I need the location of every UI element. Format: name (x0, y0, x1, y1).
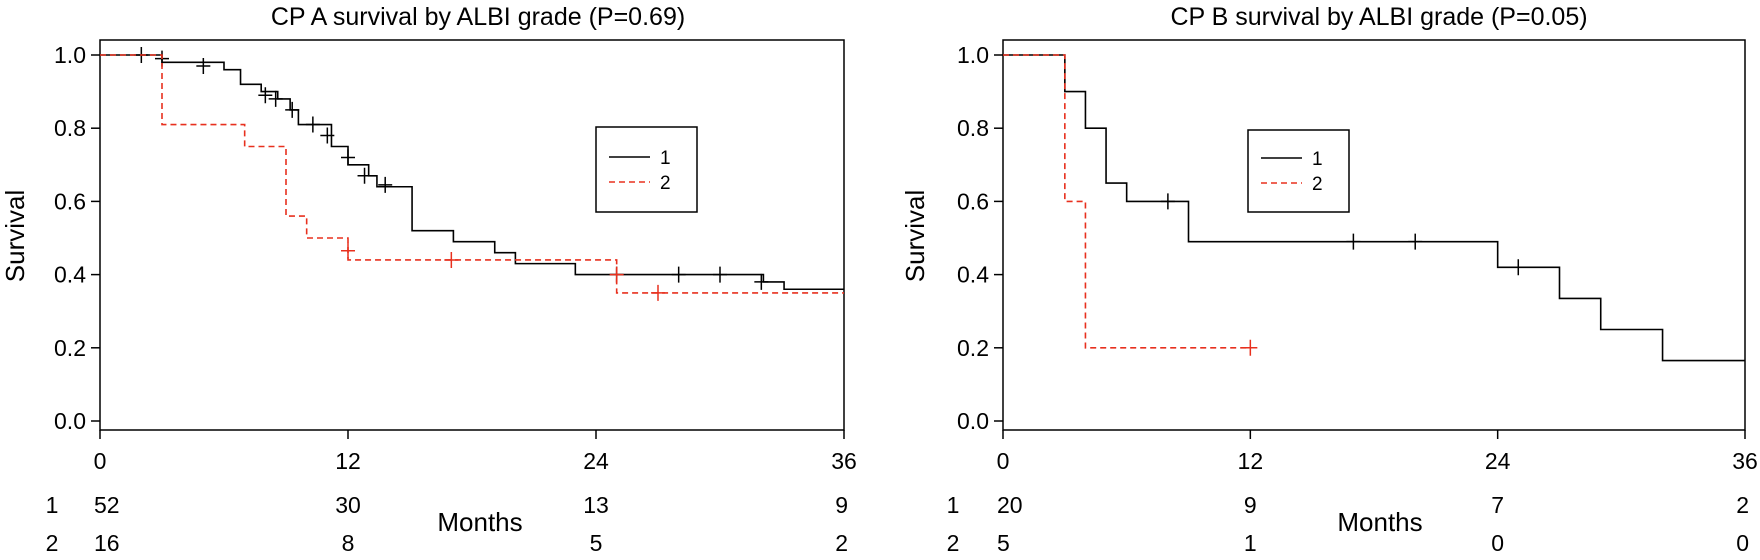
plot-frame (1002, 39, 1746, 431)
y-tick-label: 1.0 (54, 42, 86, 68)
series-layer (100, 47, 844, 301)
y-axis-label: Survival (0, 190, 30, 282)
x-axis: 0 12 24 36 (997, 430, 1758, 474)
censor-mark-1 (341, 149, 355, 166)
legend: 1 2 (1247, 129, 1350, 213)
x-tick-label: 36 (1732, 448, 1758, 474)
y-tick-label: 0.6 (54, 188, 86, 214)
chart-title: CP A survival by ALBI grade (P=0.69) (271, 3, 685, 31)
y-tick-label: 0.8 (957, 115, 989, 141)
censor-mark-2 (444, 251, 459, 268)
censor-mark-2 (609, 266, 624, 283)
y-tick-label: 0.2 (957, 335, 989, 361)
risk-count: 20 (997, 492, 1023, 518)
y-tick-label: 0.4 (54, 262, 86, 288)
risk-count: 9 (1244, 492, 1257, 518)
censor-mark-1 (1408, 233, 1423, 250)
survival-curve-2 (1003, 54, 1251, 349)
censor-mark-1 (378, 176, 393, 193)
censor-mark-2 (651, 284, 665, 301)
legend-label-2: 2 (660, 173, 671, 194)
x-tick-label: 12 (335, 448, 361, 474)
series-layer (1003, 54, 1745, 362)
x-tick-label: 0 (94, 448, 107, 474)
censor-mark-1 (713, 266, 727, 283)
chart-title: CP B survival by ALBI grade (P=0.05) (1170, 3, 1587, 31)
risk-count: 0 (1491, 530, 1504, 556)
censor-mark-1 (285, 101, 300, 118)
risk-count: 0 (1736, 530, 1749, 556)
legend-frame (595, 126, 698, 213)
censor-mark-1 (320, 127, 335, 144)
censor-mark-1 (671, 266, 686, 283)
plot-frame (99, 39, 845, 431)
risk-group-label: 1 (947, 492, 960, 518)
y-tick-label: 0.8 (54, 115, 86, 141)
censor-mark-1 (1346, 233, 1361, 250)
x-tick-label: 36 (831, 448, 857, 474)
legend-label-1: 1 (660, 148, 671, 169)
x-axis: 0 12 24 36 (94, 430, 857, 474)
risk-table: 1 52 30 13 92 16 8 5 2 (46, 492, 848, 556)
survival-curve-1 (1003, 54, 1745, 362)
risk-count: 30 (335, 492, 361, 518)
censor-mark-1 (1160, 193, 1175, 210)
censor-mark-1 (196, 57, 211, 74)
legend-label-2: 2 (1312, 174, 1323, 195)
y-tick-label: 0.0 (957, 408, 989, 434)
risk-count: 16 (94, 530, 120, 556)
risk-count: 8 (342, 530, 355, 556)
censor-mark-1 (268, 90, 283, 107)
risk-count: 2 (835, 530, 848, 556)
survival-curve-2 (100, 54, 844, 294)
censor-mark-2 (1243, 339, 1258, 356)
legend-label-1: 1 (1312, 149, 1323, 170)
censor-mark-1 (1511, 259, 1526, 276)
censor-mark-2 (341, 242, 355, 259)
risk-count: 2 (1736, 492, 1749, 518)
y-tick-label: 1.0 (957, 42, 989, 68)
y-tick-label: 0.2 (54, 335, 86, 361)
risk-group-label: 2 (947, 530, 960, 556)
risk-count: 9 (835, 492, 848, 518)
censor-mark-1 (258, 87, 273, 104)
risk-group-label: 2 (46, 530, 59, 556)
legend-frame (1247, 129, 1350, 213)
risk-count: 5 (997, 530, 1010, 556)
x-tick-label: 24 (1485, 448, 1511, 474)
risk-count: 5 (590, 530, 603, 556)
risk-table: 1 20 9 7 2 2 5 1 0 0 (947, 492, 1749, 556)
panel-cp-a: CP A survival by ALBI grade (P=0.69) Sur… (0, 3, 857, 556)
y-tick-label: 0.6 (957, 188, 989, 214)
x-tick-label: 0 (997, 448, 1010, 474)
y-tick-label: 0.4 (957, 262, 989, 288)
x-tick-label: 24 (583, 448, 609, 474)
x-axis-label: Months (1337, 507, 1422, 537)
y-axis: 0.0 0.2 0.4 0.6 0.8 1.0 (957, 42, 1003, 434)
risk-count: 7 (1491, 492, 1504, 518)
survival-curve-1 (100, 54, 844, 291)
censor-mark-1 (357, 167, 372, 184)
x-tick-label: 12 (1238, 448, 1264, 474)
risk-count: 13 (583, 492, 609, 518)
x-axis-label: Months (437, 507, 522, 537)
y-tick-label: 0.0 (54, 408, 86, 434)
risk-group-label: 1 (46, 492, 59, 518)
y-axis: 0.0 0.2 0.4 0.6 0.8 1.0 (54, 42, 100, 434)
risk-count: 1 (1244, 530, 1257, 556)
legend: 1 2 (595, 126, 698, 213)
censor-mark-1 (305, 116, 320, 133)
risk-count: 52 (94, 492, 120, 518)
panel-cp-b: CP B survival by ALBI grade (P=0.05) Sur… (900, 3, 1758, 556)
y-axis-label: Survival (900, 190, 930, 282)
censor-mark-1 (754, 273, 769, 290)
